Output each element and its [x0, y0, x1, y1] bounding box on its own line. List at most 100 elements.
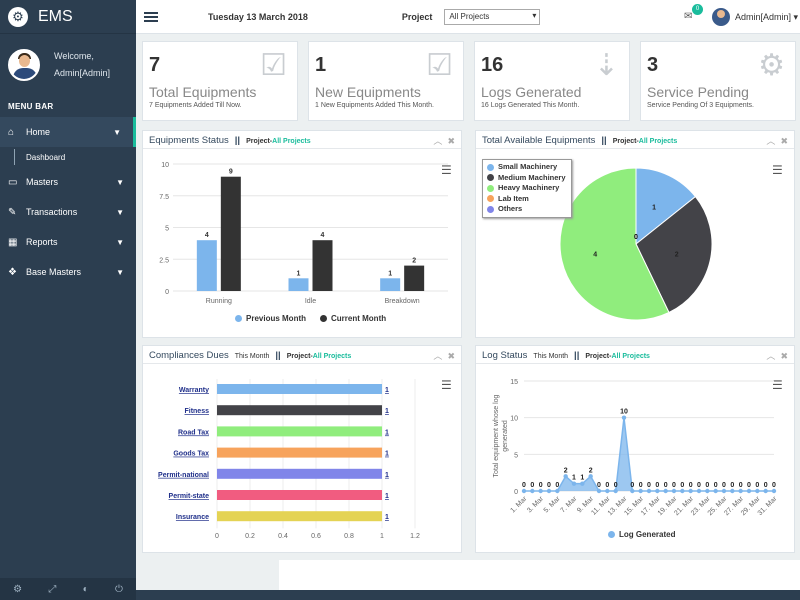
data-label: 0 [639, 482, 643, 489]
sort-amount-down-icon: ⇣ [593, 49, 619, 82]
data-label: 1 [385, 514, 389, 521]
table-icon: ▦ [8, 236, 18, 248]
collapse-icon[interactable]: ︿ [433, 351, 443, 361]
top-avatar[interactable] [712, 8, 730, 26]
data-label: 1 [385, 493, 389, 500]
chart-menu-icon[interactable]: ☰ [441, 378, 452, 392]
project-name: All Projects [312, 353, 352, 360]
bar [217, 490, 382, 500]
fullscreen-icon[interactable]: ⤢ [48, 583, 57, 595]
x-tick-label: 0.4 [278, 533, 288, 540]
x-tick-label: 1 [380, 533, 384, 540]
bar [217, 384, 382, 394]
sidebar-item-reports[interactable]: ▦ Reports ▼ [0, 227, 136, 257]
data-label: 0 [647, 482, 651, 489]
data-label: 0 [672, 482, 676, 489]
sidebar-item-label: Transactions [26, 207, 78, 217]
bar [380, 278, 401, 291]
hbar-chart-compliances: 0 0.2 0.4 0.6 0.8 1 1.2 Warranty 1 Fitness 1 Road T… [158, 379, 420, 540]
data-label: 0 [772, 482, 776, 489]
legend-label: Heavy Machinery [498, 183, 560, 193]
project-select[interactable]: All Projects [444, 8, 541, 25]
settings-icon[interactable]: ⚙ [13, 583, 23, 595]
close-icon[interactable]: ✖ [780, 351, 788, 361]
collapse-icon[interactable]: ︿ [766, 351, 776, 361]
hamburger-menu-icon[interactable] [144, 11, 158, 22]
panel-separator: || [234, 135, 241, 146]
x-tick-label: 0.2 [245, 533, 255, 540]
data-label: 0 [714, 482, 718, 489]
close-icon[interactable]: ✖ [780, 136, 788, 146]
data-point [713, 488, 718, 494]
welcome-text: Welcome, [54, 51, 94, 61]
data-label: 0 [664, 482, 668, 489]
close-icon[interactable]: ✖ [447, 136, 455, 146]
data-label: 10 [620, 409, 628, 416]
edit-icon: ✎ [8, 206, 17, 218]
legend-item-lab-item[interactable]: Lab Item [487, 194, 567, 205]
bar-chart-equipments: 0 2.5 5 7.5 10 Running 4 9 Idle 1 4 Breakdown 1 2 [159, 162, 448, 305]
chart-menu-icon[interactable]: ☰ [441, 163, 452, 177]
stat-description: 1 New Equipments Added This Month. [315, 102, 434, 109]
avatar [8, 49, 40, 81]
close-icon[interactable]: ✖ [447, 351, 455, 361]
legend-item-previous-month[interactable]: Previous Month [235, 314, 306, 323]
period-label: This Month [533, 353, 569, 360]
bar [312, 240, 333, 291]
legend-item-current-month[interactable]: Current Month [320, 314, 386, 323]
data-label: 4 [321, 232, 325, 239]
envelope-icon[interactable]: ✉ [684, 11, 693, 22]
x-tick-label: 0.8 [344, 533, 354, 540]
home-icon: ⌂ [8, 126, 15, 138]
collapse-icon[interactable]: ︿ [433, 136, 443, 146]
chart-menu-icon[interactable]: ☰ [772, 378, 783, 392]
category-label: Road Tax [178, 429, 209, 436]
sidebar-item-transactions[interactable]: ✎ Transactions ▼ [0, 197, 136, 227]
slice-label: 0 [634, 234, 638, 241]
data-point [588, 474, 593, 479]
sidebar-item-base-masters[interactable]: ❖ Base Masters ▼ [0, 257, 136, 287]
category-label: Permit-national [158, 472, 209, 479]
sidebar-item-label: Dashboard [26, 152, 66, 162]
stat-description: Service Pending Of 3 Equipments. [647, 102, 755, 109]
collapse-icon[interactable]: ︿ [766, 136, 776, 146]
legend-item-small-machinery[interactable]: Small Machinery [487, 162, 567, 173]
data-point [746, 488, 752, 494]
sidebar-item-dashboard[interactable]: Dashboard [0, 147, 136, 167]
data-label: 1 [385, 451, 389, 458]
data-label: 0 [614, 482, 618, 489]
x-tick-label: 5. Mar [543, 495, 562, 514]
user-panel: Welcome, Admin[Admin] [0, 34, 136, 96]
cubes-icon: ❖ [8, 266, 17, 278]
legend-item-log-generated[interactable]: Log Generated [608, 530, 675, 539]
period-label: This Month [234, 353, 270, 360]
data-point [521, 488, 527, 494]
data-point [705, 488, 710, 494]
sidebar-item-label: Base Masters [26, 267, 82, 277]
x-tick-label: 1.2 [410, 533, 420, 540]
data-label: 9 [229, 169, 233, 176]
slice-label: 1 [652, 204, 656, 211]
panel-equipments-status: Equipments Status || Project-All Projects … [142, 130, 462, 338]
power-icon[interactable]: ⏻ [114, 583, 123, 595]
sidebar-item-home[interactable]: ⌂ Home ▼ [0, 117, 136, 147]
sidebar-item-masters[interactable]: ▭ Masters ▼ [0, 167, 136, 197]
project-prefix: Project- [612, 138, 639, 145]
eye-slash-icon[interactable]: ◐ [82, 583, 89, 595]
legend-label: Others [498, 204, 523, 214]
project-prefix: Project- [286, 353, 313, 360]
data-point [530, 488, 535, 494]
stat-title: Service Pending [647, 84, 749, 100]
top-user-menu[interactable]: Admin[Admin] ▾ [735, 12, 798, 23]
top-bar: Tuesday 13 March 2018 Project All Projec… [136, 0, 800, 34]
data-label: 0 [747, 482, 751, 489]
data-point [621, 415, 627, 420]
data-point [646, 488, 652, 494]
project-prefix: Project- [585, 353, 612, 360]
legend-item-medium-machinery[interactable]: Medium Machinery [487, 173, 567, 184]
chart-menu-icon[interactable]: ☰ [772, 163, 783, 177]
data-point [596, 488, 602, 494]
legend-item-heavy-machinery[interactable]: Heavy Machinery [487, 183, 567, 194]
legend-item-others[interactable]: Others [487, 204, 567, 215]
